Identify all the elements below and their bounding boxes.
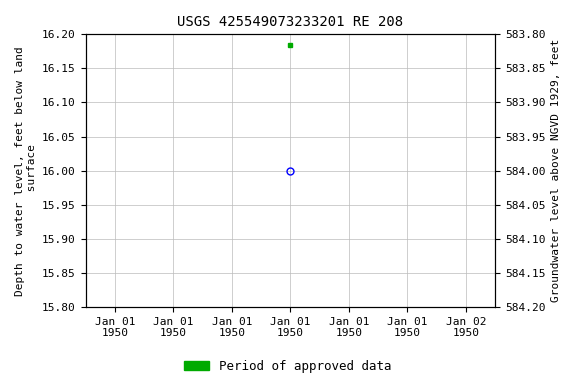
Y-axis label: Depth to water level, feet below land
 surface: Depth to water level, feet below land su…: [15, 46, 37, 296]
Title: USGS 425549073233201 RE 208: USGS 425549073233201 RE 208: [177, 15, 403, 29]
Y-axis label: Groundwater level above NGVD 1929, feet: Groundwater level above NGVD 1929, feet: [551, 39, 561, 302]
Legend: Period of approved data: Period of approved data: [179, 355, 397, 378]
